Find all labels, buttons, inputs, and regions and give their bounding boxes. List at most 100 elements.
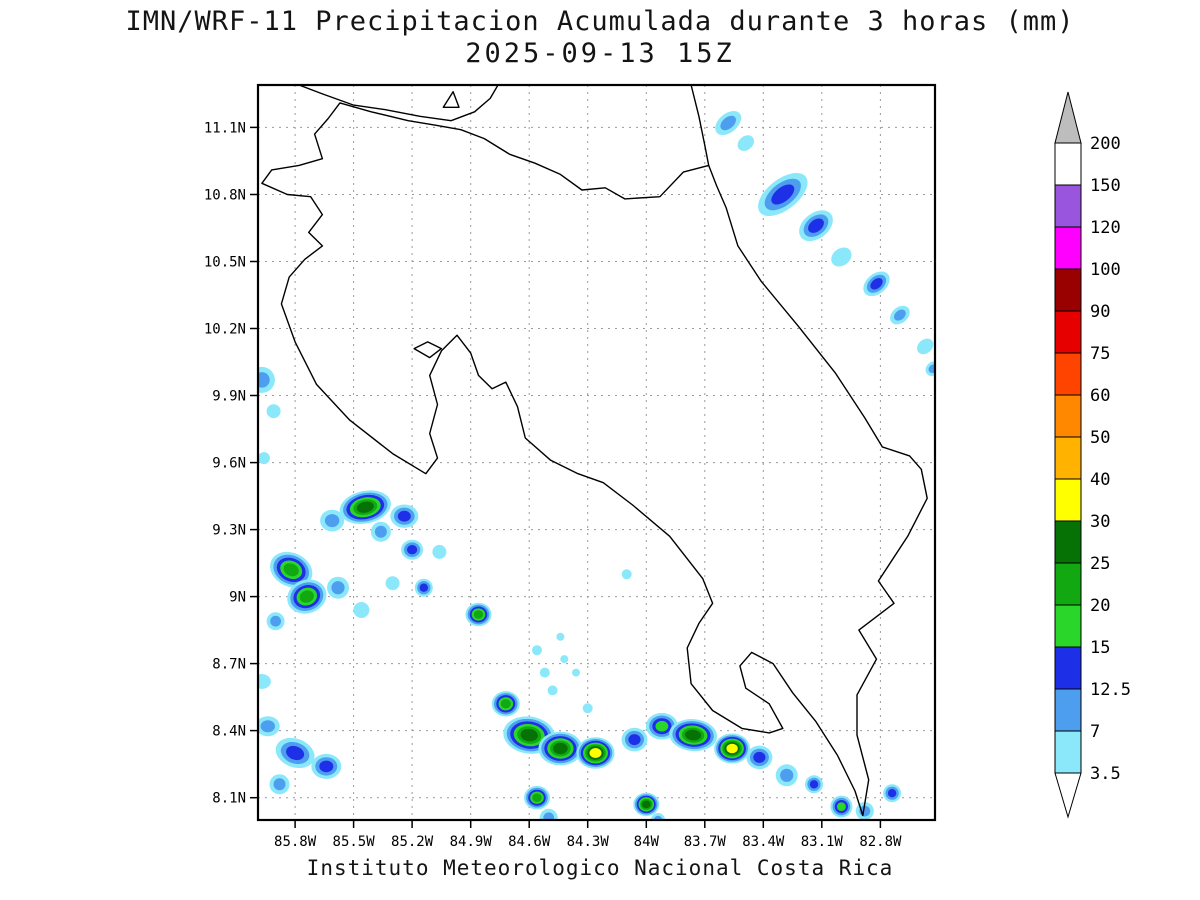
precip-cell-ring — [589, 748, 602, 758]
colorbar-label: 7 — [1090, 722, 1100, 742]
precip-cell-ring — [809, 780, 819, 789]
precip-cell-ring — [500, 699, 511, 709]
precip-cell-ring — [887, 789, 897, 798]
colorbar-label: 30 — [1090, 512, 1110, 532]
precip-cell-ring — [582, 703, 593, 714]
precip-cell-ring — [928, 364, 935, 374]
lat-tick-label: 10.8N — [204, 188, 246, 204]
precip-cell-ring — [560, 655, 569, 664]
colorbar-segment — [1054, 730, 1082, 774]
colorbar-over-triangle — [1054, 91, 1082, 144]
precip-cell-ring — [266, 404, 281, 419]
colorbar-label: 50 — [1090, 428, 1110, 448]
map-frame — [256, 83, 937, 822]
precip-cell-ring — [331, 581, 345, 595]
colorbar-segment — [1054, 142, 1082, 186]
footer-credit: Instituto Meteorologico Nacional Costa R… — [306, 856, 894, 880]
colorbar-label: 40 — [1090, 470, 1110, 490]
precip-cell-ring — [473, 610, 484, 619]
colorbar-label: 100 — [1090, 260, 1121, 280]
colorbar-label: 20 — [1090, 596, 1110, 616]
colorbar-label: 25 — [1090, 554, 1110, 574]
precip-cell-ring — [553, 742, 568, 755]
precip-cell-ring — [753, 751, 766, 763]
precip-cell-ring — [324, 514, 340, 528]
precip-cell-ring — [726, 743, 738, 754]
precip-cell-ring — [299, 590, 314, 603]
colorbar-segment — [1054, 226, 1082, 270]
precip-cell-ring — [831, 247, 852, 267]
colorbar-segment — [1054, 310, 1082, 354]
lat-tick-label: 11.1N — [204, 120, 246, 136]
colorbar-segment — [1054, 436, 1082, 480]
lat-tick-label: 10.5N — [204, 255, 246, 271]
precip-cell-ring — [419, 583, 428, 592]
lat-tick-label: 9.9N — [212, 389, 246, 405]
colorbar-segment — [1054, 184, 1082, 228]
colorbar-segment — [1054, 268, 1082, 312]
lake-nicaragua-shore — [298, 85, 499, 122]
precip-cell-ring — [547, 685, 558, 696]
precip-cell-ring — [642, 800, 651, 809]
precip-cell-ring — [273, 778, 286, 791]
precip-cell-ring — [283, 563, 299, 577]
lat-tick-label: 8.1N — [212, 791, 246, 807]
lat-tick-label: 8.4N — [212, 724, 246, 740]
precip-cell-ring — [260, 720, 275, 733]
precip-cell-ring — [432, 544, 447, 559]
gridlines — [258, 85, 935, 820]
precip-cell-ring — [655, 720, 669, 732]
colorbar-label: 200 — [1090, 134, 1121, 154]
colorbar-label: 150 — [1090, 176, 1121, 196]
colorbar-label: 75 — [1090, 344, 1110, 364]
precip-cell-ring — [737, 135, 754, 151]
colorbar-segment — [1054, 604, 1082, 648]
precip-cell-ring — [397, 510, 411, 522]
colorbar-segment — [1054, 394, 1082, 438]
precip-cell-ring — [319, 760, 334, 773]
precip-cell-ring — [780, 768, 794, 782]
nicaragua-caribbean-coast — [690, 85, 710, 166]
precip-cell-ring — [374, 525, 387, 538]
colorbar-segment — [1054, 688, 1082, 732]
precip-cell-ring — [628, 734, 641, 746]
colorbar-label: 60 — [1090, 386, 1110, 406]
chira-island — [413, 341, 443, 359]
precip-cell-ring — [353, 602, 370, 618]
precip-cell-ring — [270, 615, 281, 627]
colorbar-labels: 200 150 120 100 90 75 60 50 40 30 25 20 15 12.5 7 3.5 — [1090, 134, 1131, 784]
precip-cell-ring — [258, 452, 270, 465]
lon-tick-label: 83.1W — [801, 834, 844, 850]
lon-tick-label: 84W — [634, 834, 660, 850]
lon-tick-label: 82.8W — [859, 834, 902, 850]
colorbar-segment — [1054, 352, 1082, 396]
colorbar — [1054, 91, 1082, 819]
axis-labels: 11.1N 10.8N 10.5N 10.2N 9.9N 9.6N 9.3N 9N 8.7N 8.… — [204, 120, 902, 850]
valid-time: 2025-09-13 15Z — [465, 38, 735, 69]
colorbar-label: 12.5 — [1090, 680, 1131, 700]
precip-cell-ring — [258, 372, 270, 388]
precip-cell-ring — [532, 793, 542, 802]
precip-cell-ring — [520, 728, 538, 742]
precip-cell-ring — [258, 674, 271, 689]
precip-cell-ring — [356, 501, 374, 513]
colorbar-segment — [1054, 520, 1082, 564]
colorbar-label: 15 — [1090, 638, 1110, 658]
lon-tick-label: 84.9W — [450, 834, 493, 850]
precip-cell-ring — [286, 745, 305, 761]
precip-cell-ring — [532, 645, 542, 656]
colorbar-segment — [1054, 562, 1082, 606]
precip-cell-ring — [556, 632, 565, 641]
precip-cell-ring — [771, 184, 795, 205]
colorbar-label: 120 — [1090, 218, 1121, 238]
precip-cell-ring — [917, 338, 934, 355]
lat-tick-label: 10.2N — [204, 322, 246, 338]
lon-tick-label: 85.5W — [333, 834, 376, 850]
precip-cell-ring — [837, 802, 846, 811]
precip-cell-ring — [808, 218, 824, 233]
costa-rica-outline — [261, 102, 928, 817]
colorbar-segment — [1054, 478, 1082, 522]
lat-tick-label: 8.7N — [212, 657, 246, 673]
